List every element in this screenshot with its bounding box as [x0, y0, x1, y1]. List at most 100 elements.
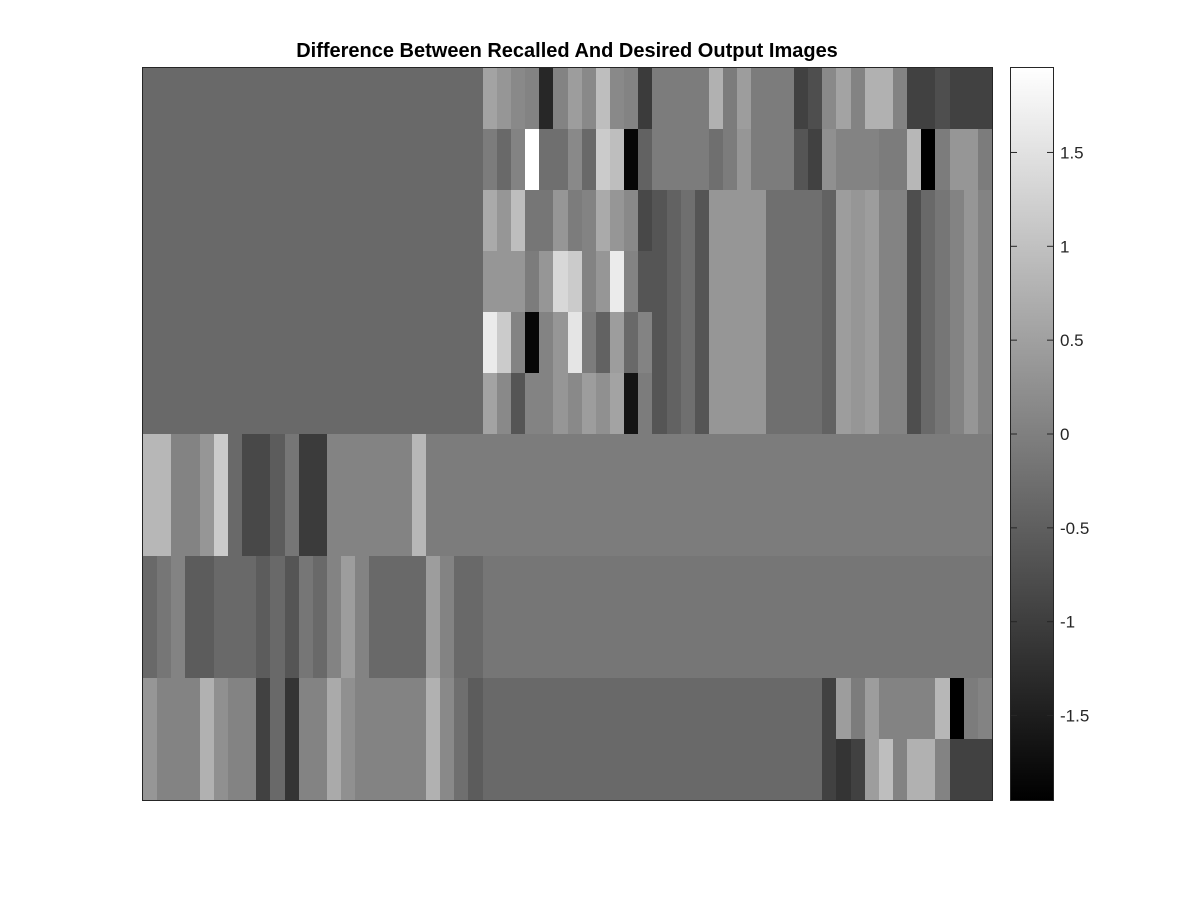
heatmap-cell [426, 251, 440, 312]
heatmap-cell [723, 434, 737, 495]
heatmap-cell [681, 190, 695, 251]
heatmap-cell [879, 739, 893, 800]
heatmap-cell [851, 190, 865, 251]
heatmap-cell [539, 617, 553, 678]
heatmap-cell [256, 434, 270, 495]
heatmap-cell [681, 434, 695, 495]
heatmap-cell [157, 434, 171, 495]
heatmap-cell [426, 495, 440, 556]
heatmap-cell [950, 373, 964, 434]
heatmap-cell [667, 312, 681, 373]
heatmap-cell [935, 190, 950, 251]
heatmap-cell [270, 373, 285, 434]
heatmap-cell [935, 312, 950, 373]
heatmap-cell [454, 129, 468, 190]
heatmap-cell [624, 739, 638, 800]
heatmap-cell [525, 68, 539, 129]
heatmap-cell [426, 129, 440, 190]
heatmap-cell [511, 68, 525, 129]
heatmap-cell [384, 190, 398, 251]
heatmap-cell [398, 434, 412, 495]
heatmap-cell [851, 434, 865, 495]
heatmap-cell [270, 312, 285, 373]
heatmap-cell [426, 556, 440, 617]
heatmap-cell [327, 312, 341, 373]
heatmap-cell [652, 495, 667, 556]
heatmap-cell [553, 495, 568, 556]
heatmap-cell [950, 739, 964, 800]
heatmap-cell [214, 373, 228, 434]
heatmap-cell [270, 617, 285, 678]
heatmap-cell [667, 68, 681, 129]
heatmap-cell [384, 617, 398, 678]
heatmap-cell [709, 251, 723, 312]
heatmap-cell [964, 617, 978, 678]
heatmap-cell [355, 617, 369, 678]
heatmap-cell [921, 129, 935, 190]
heatmap-cell [964, 739, 978, 800]
heatmap-cell [185, 434, 200, 495]
heatmap-cell [596, 251, 610, 312]
heatmap-cell [468, 312, 483, 373]
heatmap-cell [808, 190, 822, 251]
heatmap-cell [440, 434, 454, 495]
heatmap-cell [723, 373, 737, 434]
heatmap-cell [978, 190, 992, 251]
heatmap-cell [737, 68, 751, 129]
heatmap-cell [214, 617, 228, 678]
heatmap-cell [511, 739, 525, 800]
heatmap-cell [723, 129, 737, 190]
heatmap-cell [185, 495, 200, 556]
heatmap-cell [808, 556, 822, 617]
heatmap-cell [539, 678, 553, 739]
heatmap-cell [214, 739, 228, 800]
heatmap-cell [865, 68, 879, 129]
heatmap-cell [185, 556, 200, 617]
heatmap-cell [285, 68, 299, 129]
heatmap-cell [723, 678, 737, 739]
heatmap-cell [836, 373, 851, 434]
heatmap-cell [454, 68, 468, 129]
heatmap-cell [907, 68, 921, 129]
heatmap-cell [695, 68, 709, 129]
heatmap-cell [596, 678, 610, 739]
heatmap-cell [851, 739, 865, 800]
heatmap-cell [681, 495, 695, 556]
heatmap-cell [440, 617, 454, 678]
heatmap-cell [582, 251, 596, 312]
heatmap-cell [285, 678, 299, 739]
heatmap-cell [242, 739, 256, 800]
heatmap-cell [412, 495, 426, 556]
heatmap-cell [568, 190, 582, 251]
heatmap-cell [822, 495, 836, 556]
heatmap-cell [270, 739, 285, 800]
heatmap-cell [228, 68, 242, 129]
colorbar-tick-label: 1 [1060, 237, 1069, 256]
heatmap-cell [794, 312, 808, 373]
heatmap-cell [879, 68, 893, 129]
heatmap-cell [553, 190, 568, 251]
heatmap-cell [412, 556, 426, 617]
heatmap-cell [808, 68, 822, 129]
heatmap-cell [865, 434, 879, 495]
heatmap-cell [299, 68, 313, 129]
heatmap-cell [935, 617, 950, 678]
heatmap-cell [723, 495, 737, 556]
heatmap-cell [384, 312, 398, 373]
heatmap-cell [412, 251, 426, 312]
heatmap-cell [157, 251, 171, 312]
heatmap-cell [497, 190, 511, 251]
heatmap-cell [964, 495, 978, 556]
heatmap-cell [171, 434, 185, 495]
heatmap-cell [695, 495, 709, 556]
heatmap-cell [468, 68, 483, 129]
heatmap-cell [171, 373, 185, 434]
heatmap-cell [695, 617, 709, 678]
heatmap-cell [836, 190, 851, 251]
heatmap-cell [412, 190, 426, 251]
heatmap-cell [964, 556, 978, 617]
heatmap-cell [751, 190, 766, 251]
heatmap-cell [200, 739, 214, 800]
heatmap-cell [384, 739, 398, 800]
heatmap-cell [751, 556, 766, 617]
